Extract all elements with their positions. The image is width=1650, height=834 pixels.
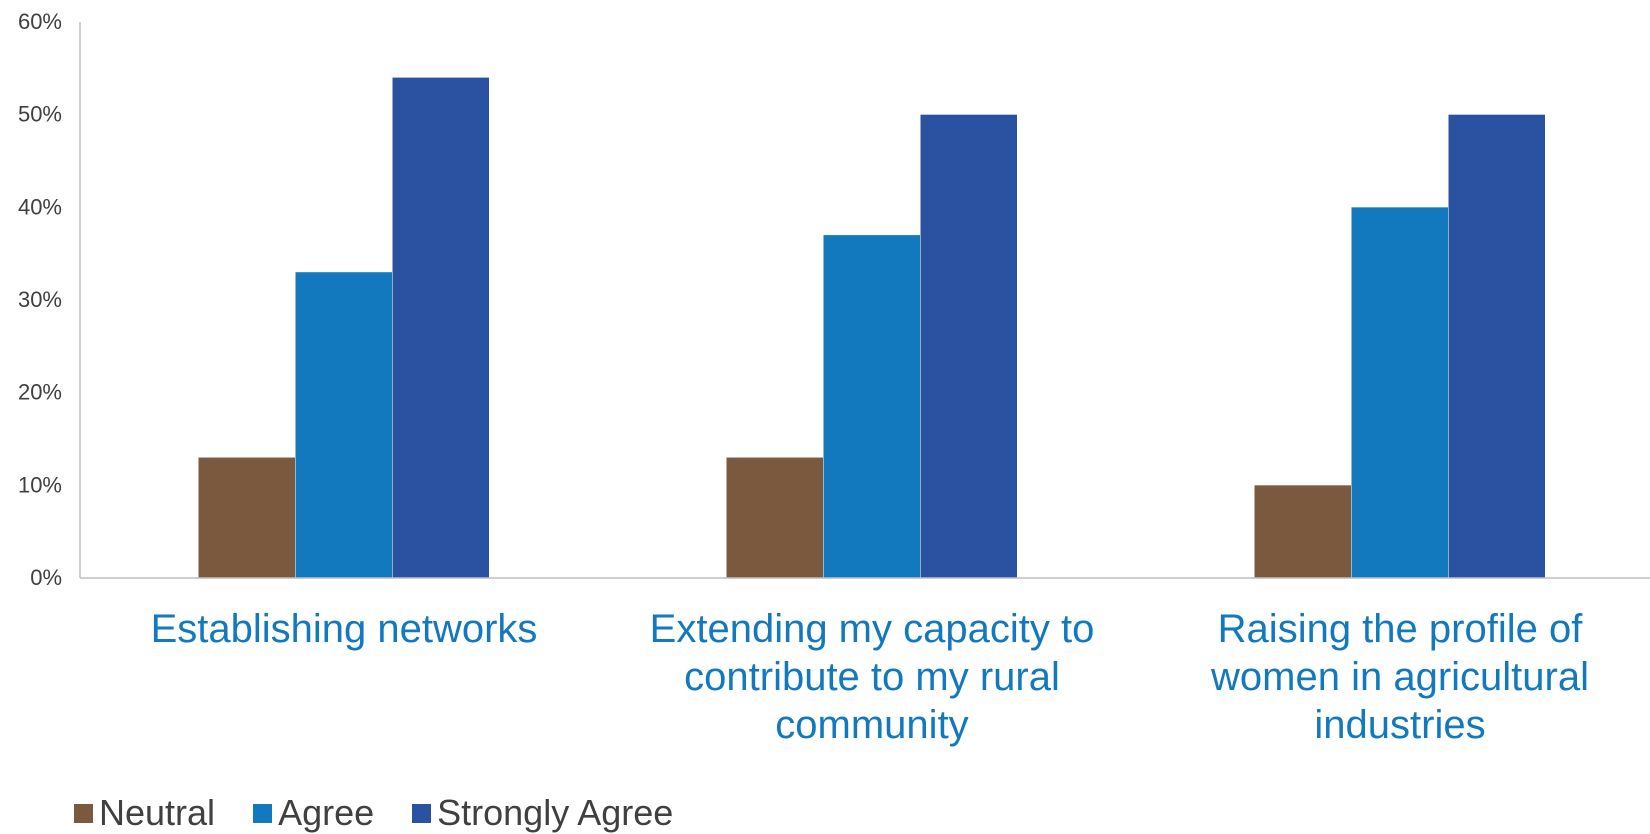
bar-neutral-1: [198, 457, 295, 578]
bar-agree-2: [823, 235, 920, 578]
legend-item-agree: Agree: [253, 792, 374, 834]
y-tick-label: 60%: [18, 9, 62, 34]
y-tick-label: 30%: [18, 287, 62, 312]
bar-agree-3: [1351, 207, 1448, 579]
bar-neutral-2: [726, 457, 823, 578]
legend-label-agree: Agree: [278, 792, 375, 833]
legend-label-strongly-agree: Strongly Agree: [437, 792, 674, 833]
legend-label-neutral: Neutral: [99, 792, 216, 833]
y-tick-label: 50%: [18, 102, 62, 127]
legend: Neutral Agree Strongly Agree: [74, 792, 711, 834]
x-tick-label: Establishing networks: [150, 607, 538, 651]
bar-neutral-3: [1254, 485, 1351, 578]
legend-item-strongly-agree: Strongly Agree: [412, 792, 673, 834]
y-tick-label: 10%: [18, 472, 62, 497]
x-tick-label: Extending my capacity to contribute to m…: [649, 607, 1095, 747]
legend-item-neutral: Neutral: [74, 792, 215, 834]
bar-agree-1: [295, 272, 392, 578]
y-tick-label: 0%: [30, 565, 62, 590]
bar-strongly-agree-1: [392, 77, 489, 578]
y-tick-label: 20%: [18, 380, 62, 405]
x-tick-label: Raising the profile of women in agricult…: [1211, 607, 1589, 747]
legend-swatch-agree: [253, 803, 273, 823]
bar-strongly-agree-3: [1448, 114, 1545, 579]
legend-swatch-strongly-agree: [412, 803, 432, 823]
bar-strongly-agree-2: [920, 114, 1017, 579]
y-tick-label: 40%: [18, 194, 62, 219]
legend-swatch-neutral: [74, 803, 93, 823]
